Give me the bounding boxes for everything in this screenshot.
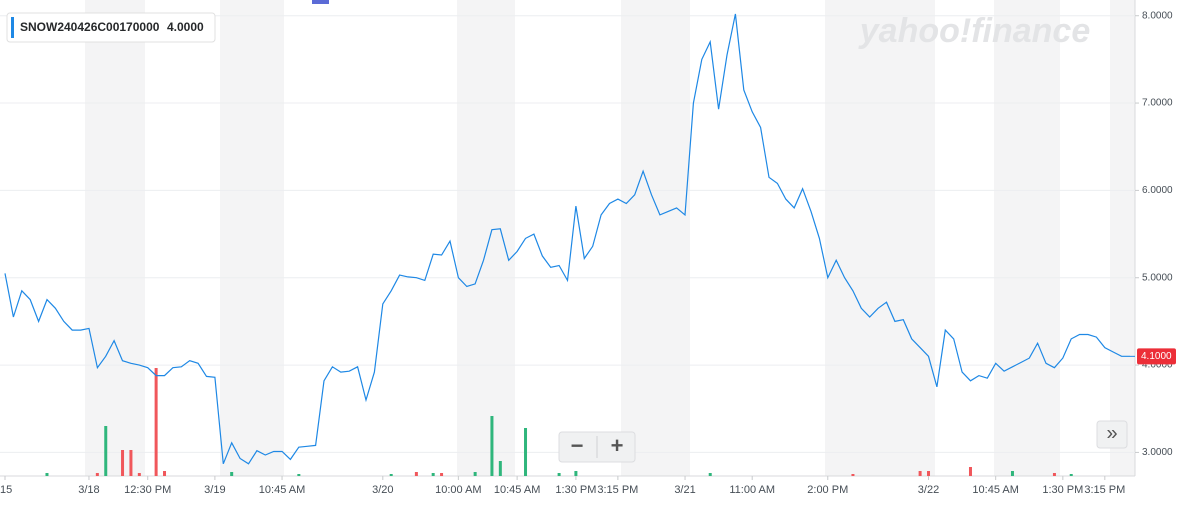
x-tick-label: 2:00 PM [807, 484, 848, 496]
y-tick-label: 4.0000 [1142, 360, 1173, 371]
volume-bar [918, 471, 922, 476]
legend-box [6, 12, 216, 43]
x-tick-label: 1:30 PM [1042, 484, 1083, 496]
volume-bar [129, 450, 133, 476]
session-band [457, 0, 515, 476]
watermark: yahoo!finance [858, 12, 1090, 50]
volume-bar [137, 473, 141, 476]
x-tick-label: 10:00 AM [435, 484, 481, 496]
x-tick-label: 3/18 [78, 484, 99, 496]
top-tab[interactable] [312, 0, 329, 4]
x-tick-label: 3:15 PM [597, 484, 638, 496]
volume-bar [524, 428, 528, 476]
volume-bar [230, 472, 234, 476]
last-price-box [1137, 348, 1176, 365]
session-band [621, 0, 690, 476]
volume-bar [1052, 473, 1056, 476]
volume-bar [1010, 471, 1014, 476]
x-tick-label: 3/21 [674, 484, 695, 496]
session-band [1110, 0, 1135, 476]
legend-swatch [11, 17, 14, 38]
volume-bar [574, 471, 578, 476]
volume-bar [490, 416, 494, 476]
volume-bar [389, 474, 393, 476]
x-tick-label: 10:45 AM [259, 484, 305, 496]
legend: SNOW240426C00170000 4.0000 [6, 12, 216, 43]
y-tick-label: 6.0000 [1142, 185, 1173, 196]
y-tick-label: 5.0000 [1142, 272, 1173, 283]
zoom-controls: − + [558, 431, 636, 463]
volume-bar [431, 473, 435, 476]
volume-bar [708, 473, 712, 476]
volume-bar [163, 471, 167, 476]
x-tick-label: 10:45 AM [494, 484, 540, 496]
x-tick-label: 11:00 AM [729, 484, 775, 496]
price-line [4, 13, 1130, 465]
volume-bar [473, 472, 477, 476]
volume-bar [104, 426, 108, 476]
y-tick-label: 3.0000 [1142, 447, 1173, 458]
volume-bar [154, 368, 158, 476]
volume-bar [851, 474, 855, 476]
session-bands [85, 0, 1135, 476]
scroll-box[interactable] [1096, 420, 1128, 449]
x-tick-label: 3/19 [204, 484, 225, 496]
plot [0, 13, 1139, 480]
x-tick-label: 3/20 [372, 484, 393, 496]
volume-bar [927, 471, 931, 476]
x-tick-label: 12:30 PM [124, 484, 171, 496]
volume-bar [498, 461, 502, 476]
scroll-button[interactable]: » [1106, 422, 1117, 444]
volume-bar [45, 473, 49, 476]
legend-symbol: SNOW240426C00170000 [20, 20, 160, 34]
volume-bar [414, 472, 418, 476]
volume-bar [95, 473, 99, 476]
x-tick-label: 3/22 [918, 484, 939, 496]
volume-bar [297, 474, 301, 476]
y-tick-label: 7.0000 [1142, 98, 1173, 109]
legend-value: 4.0000 [167, 20, 204, 34]
session-band [85, 0, 145, 476]
session-band [825, 0, 935, 476]
volume-bar [557, 473, 561, 476]
zoom-in-button[interactable]: + [611, 433, 624, 458]
session-band [220, 0, 284, 476]
session-band [994, 0, 1060, 476]
zoom-out-button[interactable]: − [571, 433, 584, 458]
volume-bar [121, 450, 125, 476]
last-price-label: 4.1000 [1141, 351, 1172, 362]
x-tick-label: 10:45 AM [972, 484, 1018, 496]
y-tick-label: 8.0000 [1142, 10, 1173, 21]
x-tick-label: 1:30 PM [555, 484, 596, 496]
volume-bar [1069, 474, 1073, 476]
x-tick-label: 15 [0, 484, 12, 496]
volume-bar [968, 467, 972, 476]
x-tick-label: 3:15 PM [1084, 484, 1125, 496]
volume-bar [440, 473, 444, 476]
